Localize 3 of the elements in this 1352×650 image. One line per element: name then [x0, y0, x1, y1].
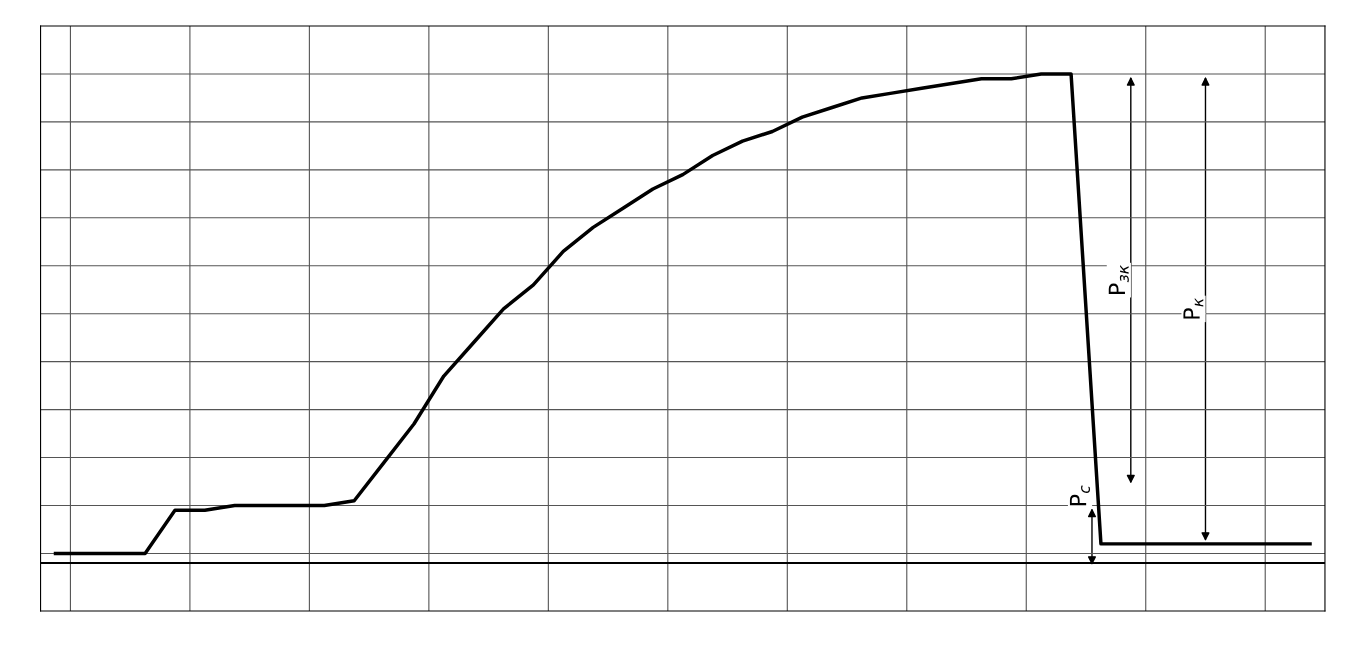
annotation: P$_{зк}$ [1108, 264, 1129, 294]
annotation: P$_{к}$ [1183, 297, 1204, 319]
annotation: P$_{с}$ [1069, 485, 1091, 506]
